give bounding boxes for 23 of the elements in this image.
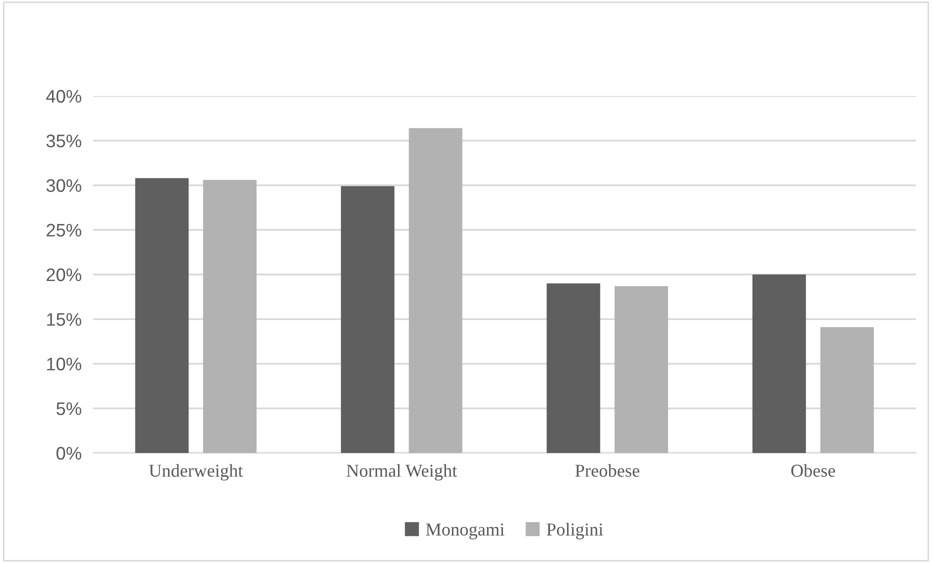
legend-label: Monogami — [426, 523, 504, 540]
y-tick-label: 20% — [46, 268, 82, 282]
bar — [820, 327, 874, 453]
y-tick-label: 5% — [56, 402, 82, 416]
y-tick-label: 25% — [46, 224, 82, 237]
y-tick-label: 30% — [46, 179, 82, 192]
y-tick-label: 10% — [47, 358, 82, 370]
legend-label: Poligini — [546, 522, 604, 540]
x-tick-label: Normal Weight — [346, 464, 458, 481]
bar — [203, 180, 257, 453]
bar — [340, 186, 394, 453]
y-tick-label: 0% — [56, 446, 82, 460]
y-tick-label: 35% — [46, 134, 82, 148]
x-tick-label: Preobese — [575, 464, 640, 477]
bar — [752, 274, 806, 453]
x-tick-label: Obese — [791, 464, 836, 477]
bar — [614, 286, 668, 453]
bar — [135, 178, 189, 453]
bar — [408, 128, 462, 453]
y-tick-label: 15% — [47, 313, 82, 326]
bar — [546, 283, 600, 453]
y-tick-label: 40% — [46, 90, 82, 103]
x-tick-label: Underweight — [149, 464, 243, 481]
